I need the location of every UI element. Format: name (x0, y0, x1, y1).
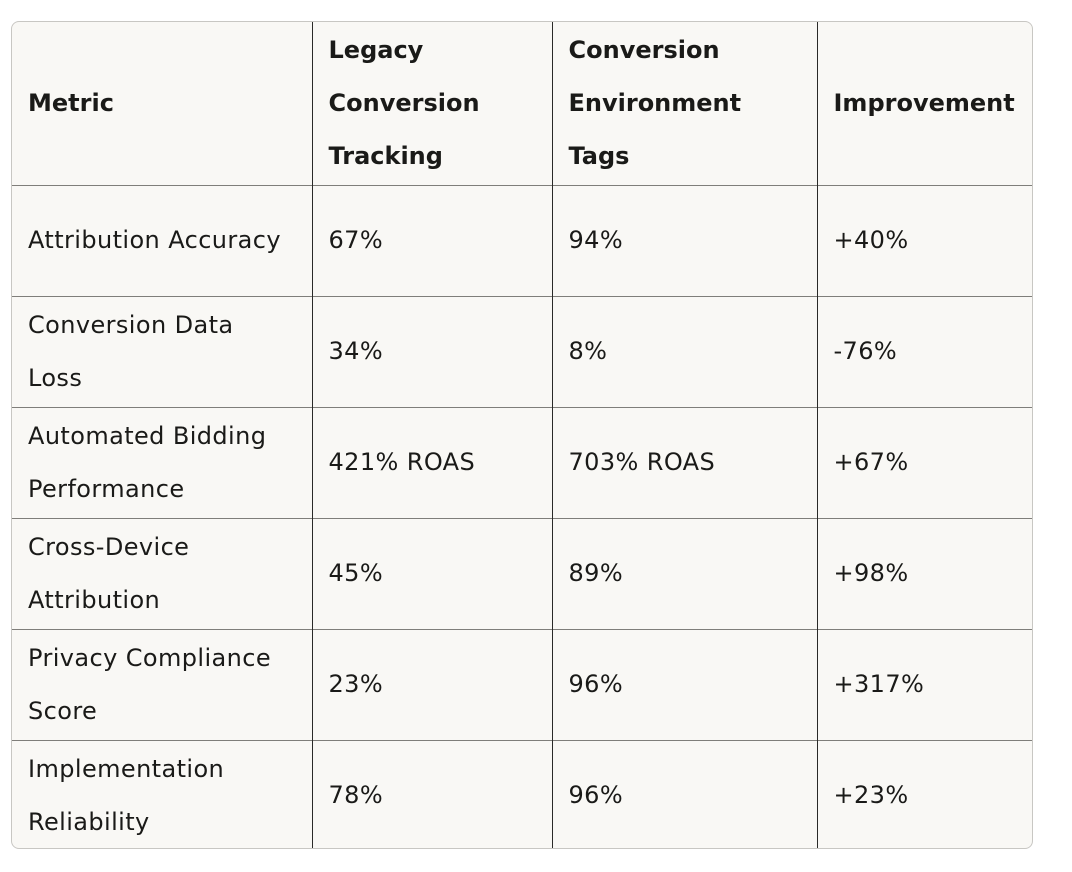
cell-metric: Privacy Compliance Score (12, 628, 312, 740)
cell-legacy: 45% (311, 517, 552, 629)
cell-environment-tags: 96% (551, 739, 817, 848)
cell-metric: Implementation Reliability (12, 739, 312, 848)
cell-environment-tags: 89% (551, 517, 817, 629)
table-row: Implementation Reliability 78% 96% +23% (12, 739, 1032, 848)
cell-metric: Cross-Device Attribution (12, 517, 312, 629)
header-conversion-environment-tags: Conversion Environment Tags (551, 22, 817, 185)
cell-environment-tags: 94% (551, 184, 817, 296)
table-row: Cross-Device Attribution 45% 89% +98% (12, 517, 1032, 629)
table-row: Attribution Accuracy 67% 94% +40% (12, 184, 1032, 296)
cell-improvement: +67% (816, 406, 1032, 518)
table-row: Conversion Data Loss 34% 8% -76% (12, 295, 1032, 407)
table-row: Automated Bidding Performance 421% ROAS … (12, 406, 1032, 518)
comparison-table: Metric Legacy Conversion Tracking Conver… (12, 22, 1032, 848)
cell-improvement: +98% (816, 517, 1032, 629)
table-row: Privacy Compliance Score 23% 96% +317% (12, 628, 1032, 740)
cell-improvement: +23% (816, 739, 1032, 848)
cell-metric: Conversion Data Loss (12, 295, 312, 407)
comparison-table-container: Metric Legacy Conversion Tracking Conver… (11, 21, 1033, 849)
header-metric: Metric (28, 88, 114, 117)
cell-metric: Automated Bidding Performance (12, 406, 312, 518)
cell-improvement: +317% (816, 628, 1032, 740)
cell-environment-tags: 8% (551, 295, 817, 407)
cell-legacy: 23% (311, 628, 552, 740)
cell-legacy: 67% (311, 184, 552, 296)
cell-environment-tags: 96% (551, 628, 817, 740)
cell-environment-tags: 703% ROAS (551, 406, 817, 518)
cell-improvement: +40% (816, 184, 1032, 296)
cell-legacy: 34% (311, 295, 552, 407)
cell-legacy: 78% (311, 739, 552, 848)
table-header-row: Metric Legacy Conversion Tracking Conver… (12, 22, 1032, 185)
cell-metric: Attribution Accuracy (12, 184, 312, 296)
cell-legacy: 421% ROAS (311, 406, 552, 518)
cell-improvement: -76% (816, 295, 1032, 407)
header-legacy-conversion-tracking: Legacy Conversion Tracking (311, 22, 552, 185)
header-improvement: Improvement (816, 22, 1032, 185)
